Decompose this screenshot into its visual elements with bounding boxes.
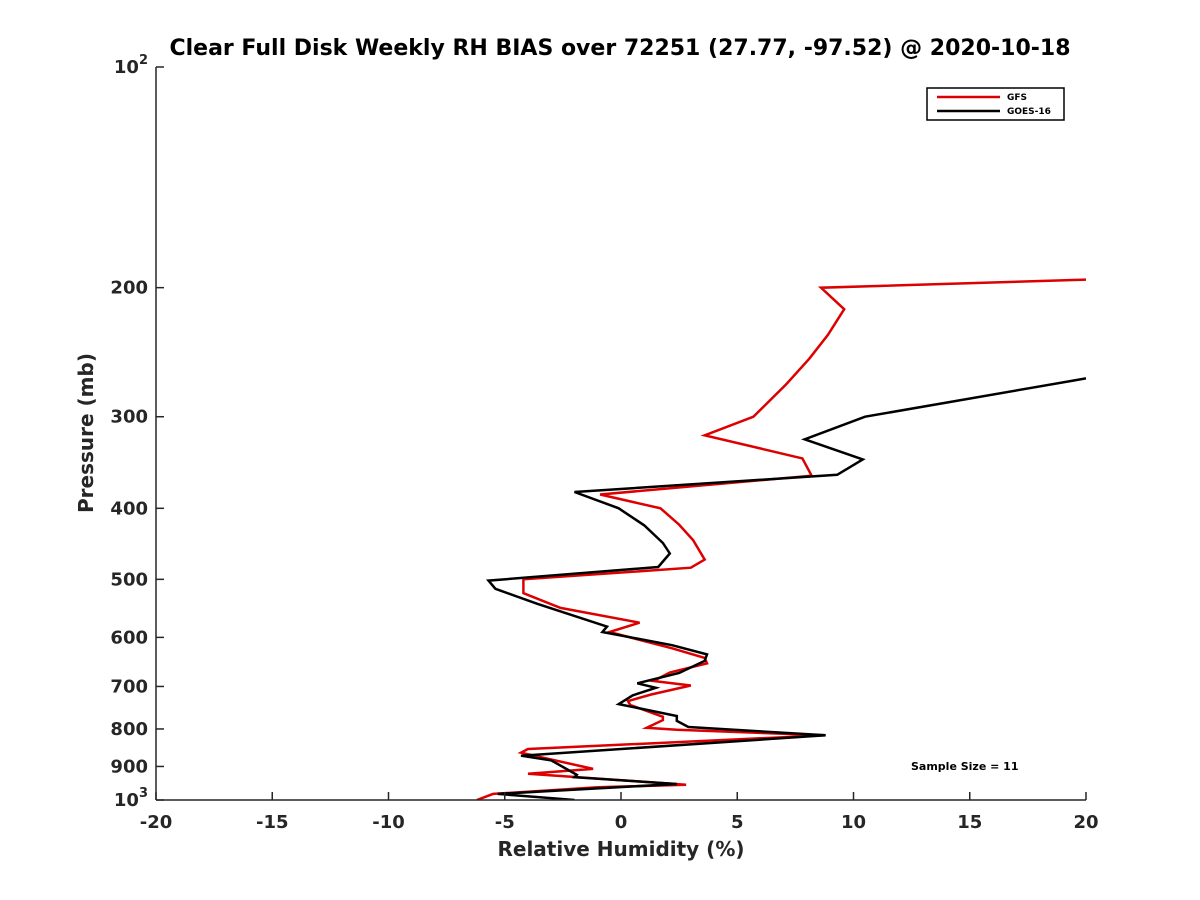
- x-tick-label: 10: [841, 812, 866, 833]
- x-tick-label: 0: [615, 812, 628, 833]
- x-axis-label: Relative Humidity (%): [497, 837, 744, 861]
- y-axis-label: Pressure (mb): [74, 353, 98, 513]
- y-tick-label: 300: [110, 407, 148, 428]
- x-tick-label: -5: [495, 812, 515, 833]
- legend: GFS GOES-16: [926, 87, 1065, 121]
- x-tick-label: 5: [731, 812, 744, 833]
- legend-label-gfs: GFS: [1007, 93, 1027, 103]
- x-tick-label: -10: [372, 812, 405, 833]
- y-tick-label: 200: [110, 278, 148, 299]
- x-tick-label: -20: [140, 812, 173, 833]
- chart-title: Clear Full Disk Weekly RH BIAS over 7225…: [169, 36, 1070, 61]
- x-tick-label: -15: [256, 812, 289, 833]
- y-tick-label: 800: [110, 719, 148, 740]
- series-line-goes16: [485, 377, 1086, 800]
- y-tick-label: 900: [110, 756, 148, 777]
- y-tick-label: 700: [110, 676, 148, 697]
- legend-box: [926, 87, 1065, 121]
- y-tick-label: 500: [110, 569, 148, 590]
- y-tick-label: 600: [110, 627, 148, 648]
- sample-size-annotation: Sample Size = 11: [911, 760, 1018, 773]
- x-axis-ticks: -20 -15 -10 -5 0 5 10 15 20: [140, 792, 1099, 833]
- plot-area: [476, 278, 1086, 800]
- series-line-gfs: [476, 278, 1086, 800]
- x-tick-label: 20: [1073, 812, 1098, 833]
- x-tick-label: 15: [957, 812, 982, 833]
- legend-label-goes16: GOES-16: [1007, 107, 1051, 117]
- y-tick-label: 400: [110, 498, 148, 519]
- y-tick-label: 102: [114, 53, 148, 78]
